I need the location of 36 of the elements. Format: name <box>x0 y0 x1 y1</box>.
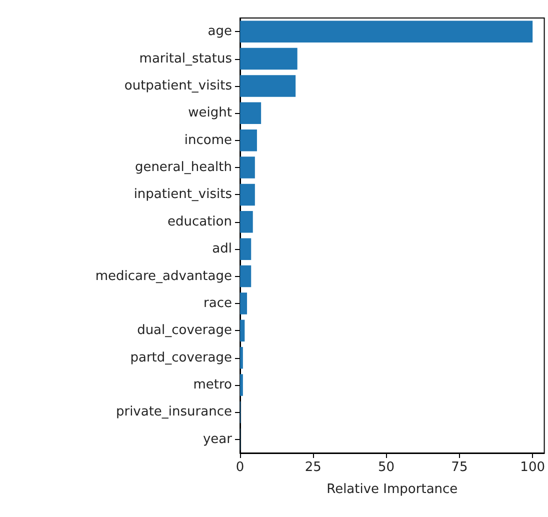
y-tick-label: metro <box>193 378 232 393</box>
y-tick-label: medicare_advantage <box>95 268 232 284</box>
x-tick-label: 50 <box>378 460 395 475</box>
y-tick-label: age <box>208 24 232 40</box>
y-tick-label: year <box>202 432 233 447</box>
y-tick-label: private_insurance <box>116 404 232 420</box>
bar <box>240 48 298 70</box>
bar <box>240 346 243 369</box>
bar <box>240 102 262 124</box>
bar <box>240 211 253 233</box>
y-tick-label: race <box>204 296 232 311</box>
bar <box>240 292 248 314</box>
x-axis-title: Relative Importance <box>326 482 458 497</box>
y-tick-label: income <box>184 132 232 148</box>
bar <box>240 320 245 342</box>
y-tick-label: outpatient_visits <box>124 78 232 94</box>
y-tick-label: education <box>167 214 232 230</box>
y-tick-label: marital_status <box>139 51 232 66</box>
y-tick-label: partd_coverage <box>130 350 232 366</box>
bar <box>240 75 296 97</box>
x-tick-label: 0 <box>236 460 244 475</box>
y-tick-label: weight <box>188 106 232 121</box>
bar <box>240 184 255 206</box>
bar <box>240 265 252 288</box>
y-tick-label: adl <box>212 242 232 257</box>
bar <box>240 156 255 178</box>
bar <box>240 374 243 396</box>
y-tick-label: general_health <box>134 160 232 176</box>
x-tick-label: 75 <box>451 460 468 475</box>
x-tick-label: 100 <box>520 460 546 475</box>
bar <box>240 238 252 260</box>
y-tick-label: dual_coverage <box>137 323 232 338</box>
y-tick-label: inpatient_visits <box>134 187 232 202</box>
bar <box>240 20 533 42</box>
x-tick-label: 25 <box>304 460 322 475</box>
bar <box>240 129 257 152</box>
